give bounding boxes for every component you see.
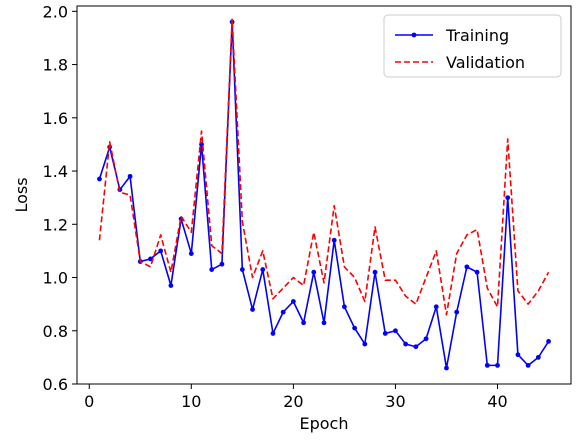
training-point [393,328,398,334]
training-point [535,354,541,360]
training-point [219,261,225,267]
training-point [311,269,317,275]
axes-frame [76,5,572,385]
training-point [260,267,266,272]
x-tick-label: 0 [84,392,94,411]
y-tick-label: 1.2 [43,215,68,234]
axes-layer: 0 10 20 30 40 0.6 0.8 1.0 1.2 1.4 1.6 1.8 2.0 [43,2,572,411]
x-tick-label: 40 [487,392,507,411]
y-tick-label: 0.6 [43,375,68,394]
y-tick-label: 2.0 [43,2,68,21]
training-point [331,237,337,243]
y-tick-label: 1.0 [43,269,68,288]
training-point [127,173,133,179]
training-point [290,299,296,304]
training-point [413,344,419,350]
training-point [280,309,286,315]
y-axis-label: Loss [12,177,31,212]
training-point [495,362,500,368]
legend: Training Validation [383,14,562,78]
training-point [403,341,409,347]
training-point [484,362,490,368]
training-point [158,248,164,254]
training-point [301,320,306,326]
x-tick-label: 30 [385,392,405,411]
training-point [148,256,153,262]
validation-series-line [98,18,550,316]
training-point [362,341,368,347]
training-point [382,331,388,336]
training-point [321,320,327,326]
training-point [97,176,102,182]
training-point [423,336,429,342]
training-point [546,339,551,344]
training-point [188,251,194,256]
training-point [454,309,460,315]
legend-training-label: Training [445,26,509,45]
x-tick-label: 10 [181,392,201,411]
training-point [505,195,511,201]
legend-box [383,14,562,78]
x-axis-label: Epoch [300,414,349,433]
x-tick-label: 20 [283,392,303,411]
training-point [433,304,439,310]
y-tick-label: 1.8 [43,56,68,75]
training-point [209,267,215,272]
legend-validation-label: Validation [446,53,525,72]
legend-training-marker [411,32,417,38]
y-tick-label: 1.6 [43,109,68,128]
series-layer [97,18,551,371]
training-point [250,307,255,312]
training-point [525,362,531,368]
training-point [372,269,378,275]
training-point [444,365,449,371]
training-point [515,352,521,358]
y-tick-label: 1.4 [43,162,68,181]
training-point [474,269,480,275]
training-point [464,264,470,270]
training-point [168,283,174,288]
training-point [270,331,276,336]
training-point [239,267,245,272]
training-point [342,304,347,310]
y-tick-label: 0.8 [43,322,68,341]
training-point [352,325,358,331]
